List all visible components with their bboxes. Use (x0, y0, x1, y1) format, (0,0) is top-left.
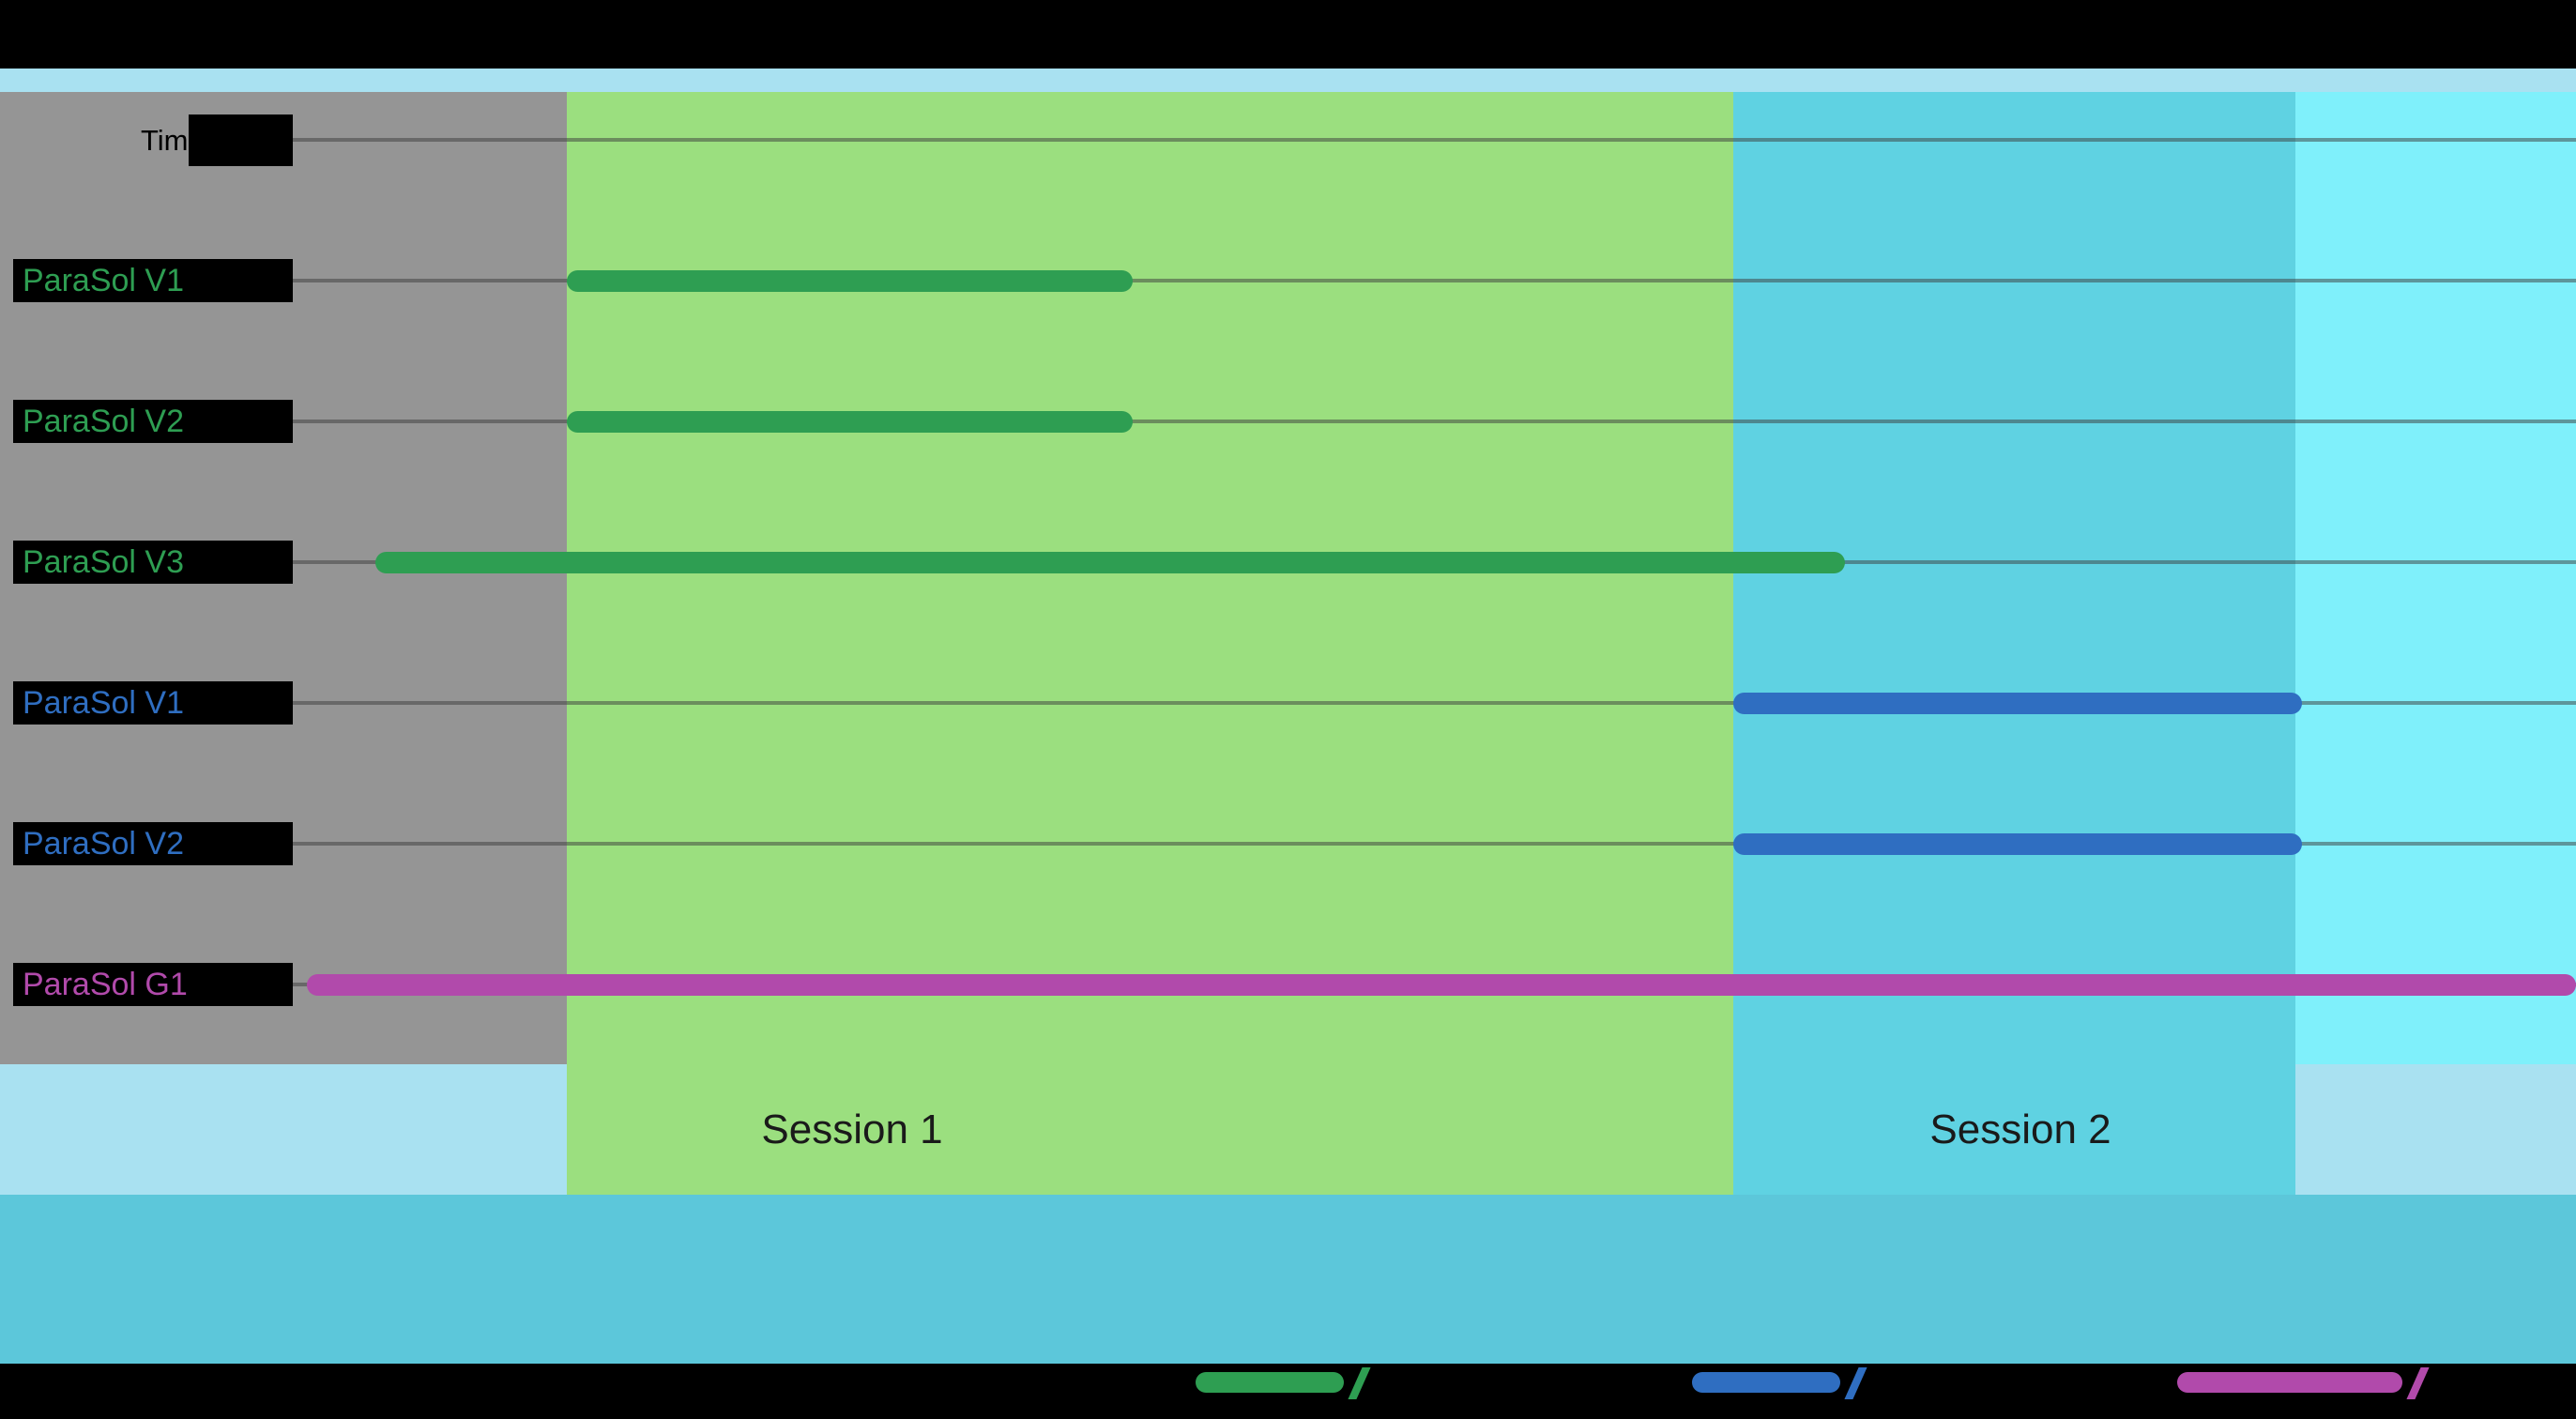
session2-label: Session 2 (1929, 1106, 2111, 1152)
legend-pill-session1-series (1196, 1372, 1344, 1393)
gantt-bar-session1-worker (374, 551, 1846, 573)
redaction-box (189, 114, 293, 166)
row-label: ParaSol V1 (13, 681, 293, 725)
session1-panel (567, 92, 1733, 1064)
row-label: ParaSol G1 (13, 963, 293, 1006)
gantt-bar-session2-worker (1733, 692, 2303, 714)
gantt-bar-session1-worker (566, 269, 1134, 292)
gridline (293, 701, 2576, 705)
legend-slash-global-series (2406, 1367, 2430, 1399)
session2-panel (1733, 92, 2295, 1064)
gridline (293, 842, 2576, 846)
legend-slash-session1-series (1348, 1367, 1371, 1399)
top-strip (0, 69, 2576, 92)
footer-band (0, 1195, 2576, 1364)
gridline (293, 279, 2576, 282)
row-label: ParaSol V2 (13, 822, 293, 865)
legend-pill-global-series (2177, 1372, 2402, 1393)
gridline (293, 138, 2576, 142)
row-label: ParaSol V3 (13, 541, 293, 584)
row-label: ParaSol V2 (13, 400, 293, 443)
gridline (293, 420, 2576, 423)
session1-band (567, 1064, 1733, 1195)
gantt-bar-global (306, 973, 2576, 996)
session2-band (1733, 1064, 2295, 1195)
row-label: ParaSol V1 (13, 259, 293, 302)
legend-pill-session2-series (1692, 1372, 1840, 1393)
post-session2-panel (2295, 92, 2576, 1064)
band-corner-left (0, 1064, 567, 1195)
gantt-bar-session1-worker (566, 410, 1134, 433)
session-band: Session 1 Session 2 (0, 1064, 2576, 1195)
gantt-bar-session2-worker (1733, 832, 2303, 855)
session1-label: Session 1 (761, 1106, 943, 1152)
legend-slash-session2-series (1844, 1367, 1867, 1399)
band-corner-right (2295, 1064, 2576, 1195)
legend (0, 1364, 2576, 1419)
plot-area: Time ParaSol V1 ParaSol V2 ParaSol V3 ParaS… (0, 92, 2576, 1064)
bottom-bar (0, 1364, 2576, 1419)
